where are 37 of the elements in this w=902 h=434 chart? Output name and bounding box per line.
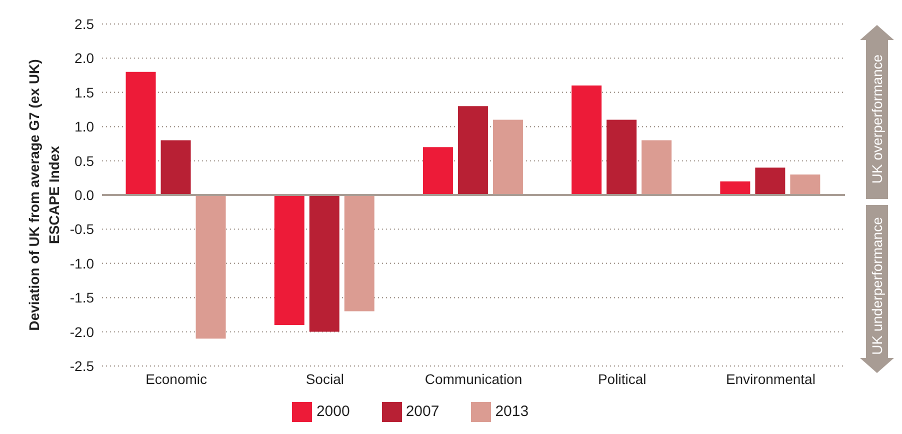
y-tick-label: 2.0 bbox=[74, 50, 94, 66]
bar bbox=[720, 181, 750, 195]
bar bbox=[642, 140, 672, 195]
bar bbox=[755, 168, 786, 195]
bar bbox=[344, 195, 374, 312]
x-tick-label: Social bbox=[306, 370, 344, 387]
x-tick-label: Environmental bbox=[726, 370, 816, 387]
bar bbox=[606, 120, 637, 195]
y-tick-label: -1.0 bbox=[70, 255, 94, 272]
y-tick-label: 0.5 bbox=[74, 152, 94, 169]
bar bbox=[196, 195, 226, 339]
legend-label: 2007 bbox=[406, 402, 440, 420]
y-tick-label: -0.5 bbox=[70, 221, 94, 238]
bar bbox=[126, 72, 156, 195]
y-axis-title: Deviation of UK from average G7 (ex UK) ESCAPE Index bbox=[25, 58, 63, 333]
bar bbox=[160, 140, 191, 195]
bar bbox=[458, 106, 488, 195]
y-tick-label: 1.0 bbox=[74, 118, 94, 135]
bar bbox=[790, 174, 820, 195]
bar bbox=[492, 120, 523, 195]
x-tick-label: Political bbox=[598, 370, 646, 387]
y-tick-label: 0.0 bbox=[74, 186, 94, 203]
bar bbox=[274, 195, 304, 325]
y-tick-label: 2.5 bbox=[74, 16, 94, 32]
bar bbox=[422, 147, 453, 195]
bar bbox=[572, 86, 602, 195]
x-tick-label: Economic bbox=[146, 370, 208, 387]
text: UK underperformance bbox=[869, 216, 885, 355]
y-tick-label: 1.5 bbox=[74, 84, 94, 100]
y-tick-label: -2.0 bbox=[70, 324, 94, 340]
y-tick-label: -2.5 bbox=[70, 358, 94, 374]
x-tick-label: Communication bbox=[424, 370, 522, 387]
y-tick-label: -1.5 bbox=[70, 290, 94, 306]
legend-label: 2000 bbox=[316, 402, 350, 420]
bar bbox=[309, 195, 340, 332]
text: UK overperformance bbox=[869, 54, 885, 184]
legend-label: 2013 bbox=[495, 402, 529, 420]
